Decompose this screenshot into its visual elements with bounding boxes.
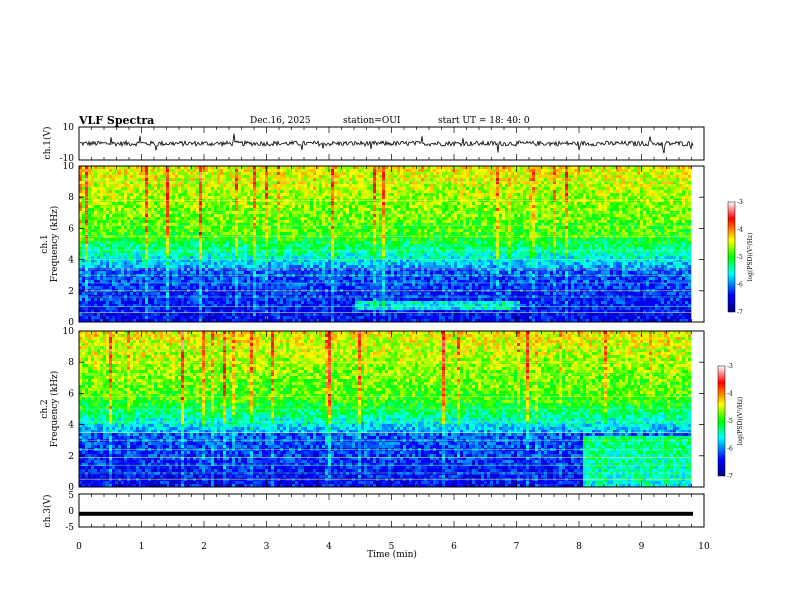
ch3-ytick-bottom: -5 [65, 523, 74, 533]
ch2-spec-ytick-2: 2 [68, 452, 74, 462]
ch2-spec-ytick-4: 4 [68, 421, 74, 431]
ch3-ytick-top: 5 [68, 491, 74, 501]
ch2-spec-ytick-6: 6 [68, 389, 74, 399]
x-tick-4: 4 [326, 542, 332, 552]
x-tick-1: 1 [139, 542, 145, 552]
ch1-spec-ytick-10: 10 [63, 162, 75, 172]
x-tick-7: 7 [514, 542, 520, 552]
ch2-spec-ytick-8: 8 [68, 358, 74, 368]
ch2-colorbar-tick--7: -7 [727, 473, 733, 480]
ch2-colorbar-tick--3: -3 [727, 363, 733, 370]
ch2-colorbar-tick--5: -5 [727, 418, 733, 425]
ch1-spec-ytick-8: 8 [68, 193, 74, 203]
x-tick-3: 3 [264, 542, 270, 552]
ch2-spec-ylabel-line2: Frequency (kHz) [49, 371, 60, 448]
ch2-colorbar-tick--6: -6 [727, 446, 733, 453]
ch1-colorbar-tick--5: -5 [737, 254, 743, 261]
ch1-spec-ytick-6: 6 [68, 224, 74, 234]
x-axis-label: Time (min) [367, 549, 417, 560]
x-tick-2: 2 [201, 542, 207, 552]
ch1-colorbar-tick--6: -6 [737, 282, 743, 289]
ch1-colorbar-label: log(PSD)(V²/Hz) [747, 233, 754, 282]
ch2-spectrogram-image [79, 331, 704, 487]
ch3-ylabel: ch.3(V) [42, 495, 53, 528]
ch2-spec-ylabel-line1: ch.2 [40, 399, 50, 418]
ch1-spectrogram-image [79, 166, 704, 322]
x-tick-0: 0 [76, 542, 82, 552]
ch2-spec-ytick-10: 10 [63, 327, 75, 337]
ch1-colorbar-tick--4: -4 [737, 227, 743, 234]
ch1-spec-ylabel-line2: Frequency (kHz) [49, 206, 60, 283]
x-tick-9: 9 [639, 542, 645, 552]
ch1-spec-ytick-4: 4 [68, 256, 74, 266]
x-tick-8: 8 [576, 542, 582, 552]
ch3-ytick-mid: 0 [68, 507, 74, 517]
ch1-colorbar [728, 202, 735, 312]
x-tick-6: 6 [451, 542, 457, 552]
ch1-spec-ytick-2: 2 [68, 287, 74, 297]
ch1-colorbar-tick--3: -3 [737, 199, 743, 206]
ch1-ytick-top: 10 [63, 123, 75, 133]
ch2-colorbar [718, 366, 725, 476]
ch3-waveform-line [79, 512, 693, 516]
ch2-colorbar-label: log(PSD)(V²/Hz) [737, 397, 744, 446]
ch1-colorbar-tick--7: -7 [737, 309, 743, 316]
ch1-spec-ylabel-line1: ch.1 [40, 234, 50, 253]
ch1-ylabel: ch.1(V) [42, 127, 53, 160]
x-tick-10: 10 [698, 542, 710, 552]
ch2-colorbar-tick--4: -4 [727, 391, 733, 398]
